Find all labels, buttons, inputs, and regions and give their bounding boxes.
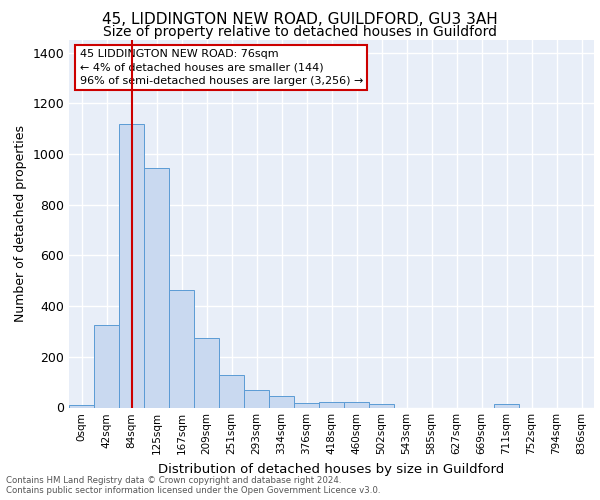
Bar <box>244 390 269 407</box>
Bar <box>69 405 94 407</box>
Text: Contains HM Land Registry data © Crown copyright and database right 2024.: Contains HM Land Registry data © Crown c… <box>6 476 341 485</box>
Bar <box>94 325 119 407</box>
Text: Size of property relative to detached houses in Guildford: Size of property relative to detached ho… <box>103 25 497 39</box>
Bar <box>344 402 369 407</box>
Bar <box>194 338 219 407</box>
Bar <box>219 374 244 408</box>
Bar <box>294 403 319 407</box>
Text: Contains public sector information licensed under the Open Government Licence v3: Contains public sector information licen… <box>6 486 380 495</box>
Text: 45 LIDDINGTON NEW ROAD: 76sqm
← 4% of detached houses are smaller (144)
96% of s: 45 LIDDINGTON NEW ROAD: 76sqm ← 4% of de… <box>79 49 363 86</box>
Text: 45, LIDDINGTON NEW ROAD, GUILDFORD, GU3 3AH: 45, LIDDINGTON NEW ROAD, GUILDFORD, GU3 … <box>102 12 498 28</box>
Bar <box>369 404 394 407</box>
Bar <box>119 124 144 408</box>
Bar <box>169 290 194 408</box>
Bar <box>144 168 169 408</box>
X-axis label: Distribution of detached houses by size in Guildford: Distribution of detached houses by size … <box>158 463 505 476</box>
Bar <box>319 402 344 407</box>
Bar <box>269 396 294 407</box>
Y-axis label: Number of detached properties: Number of detached properties <box>14 125 27 322</box>
Bar <box>494 404 519 407</box>
